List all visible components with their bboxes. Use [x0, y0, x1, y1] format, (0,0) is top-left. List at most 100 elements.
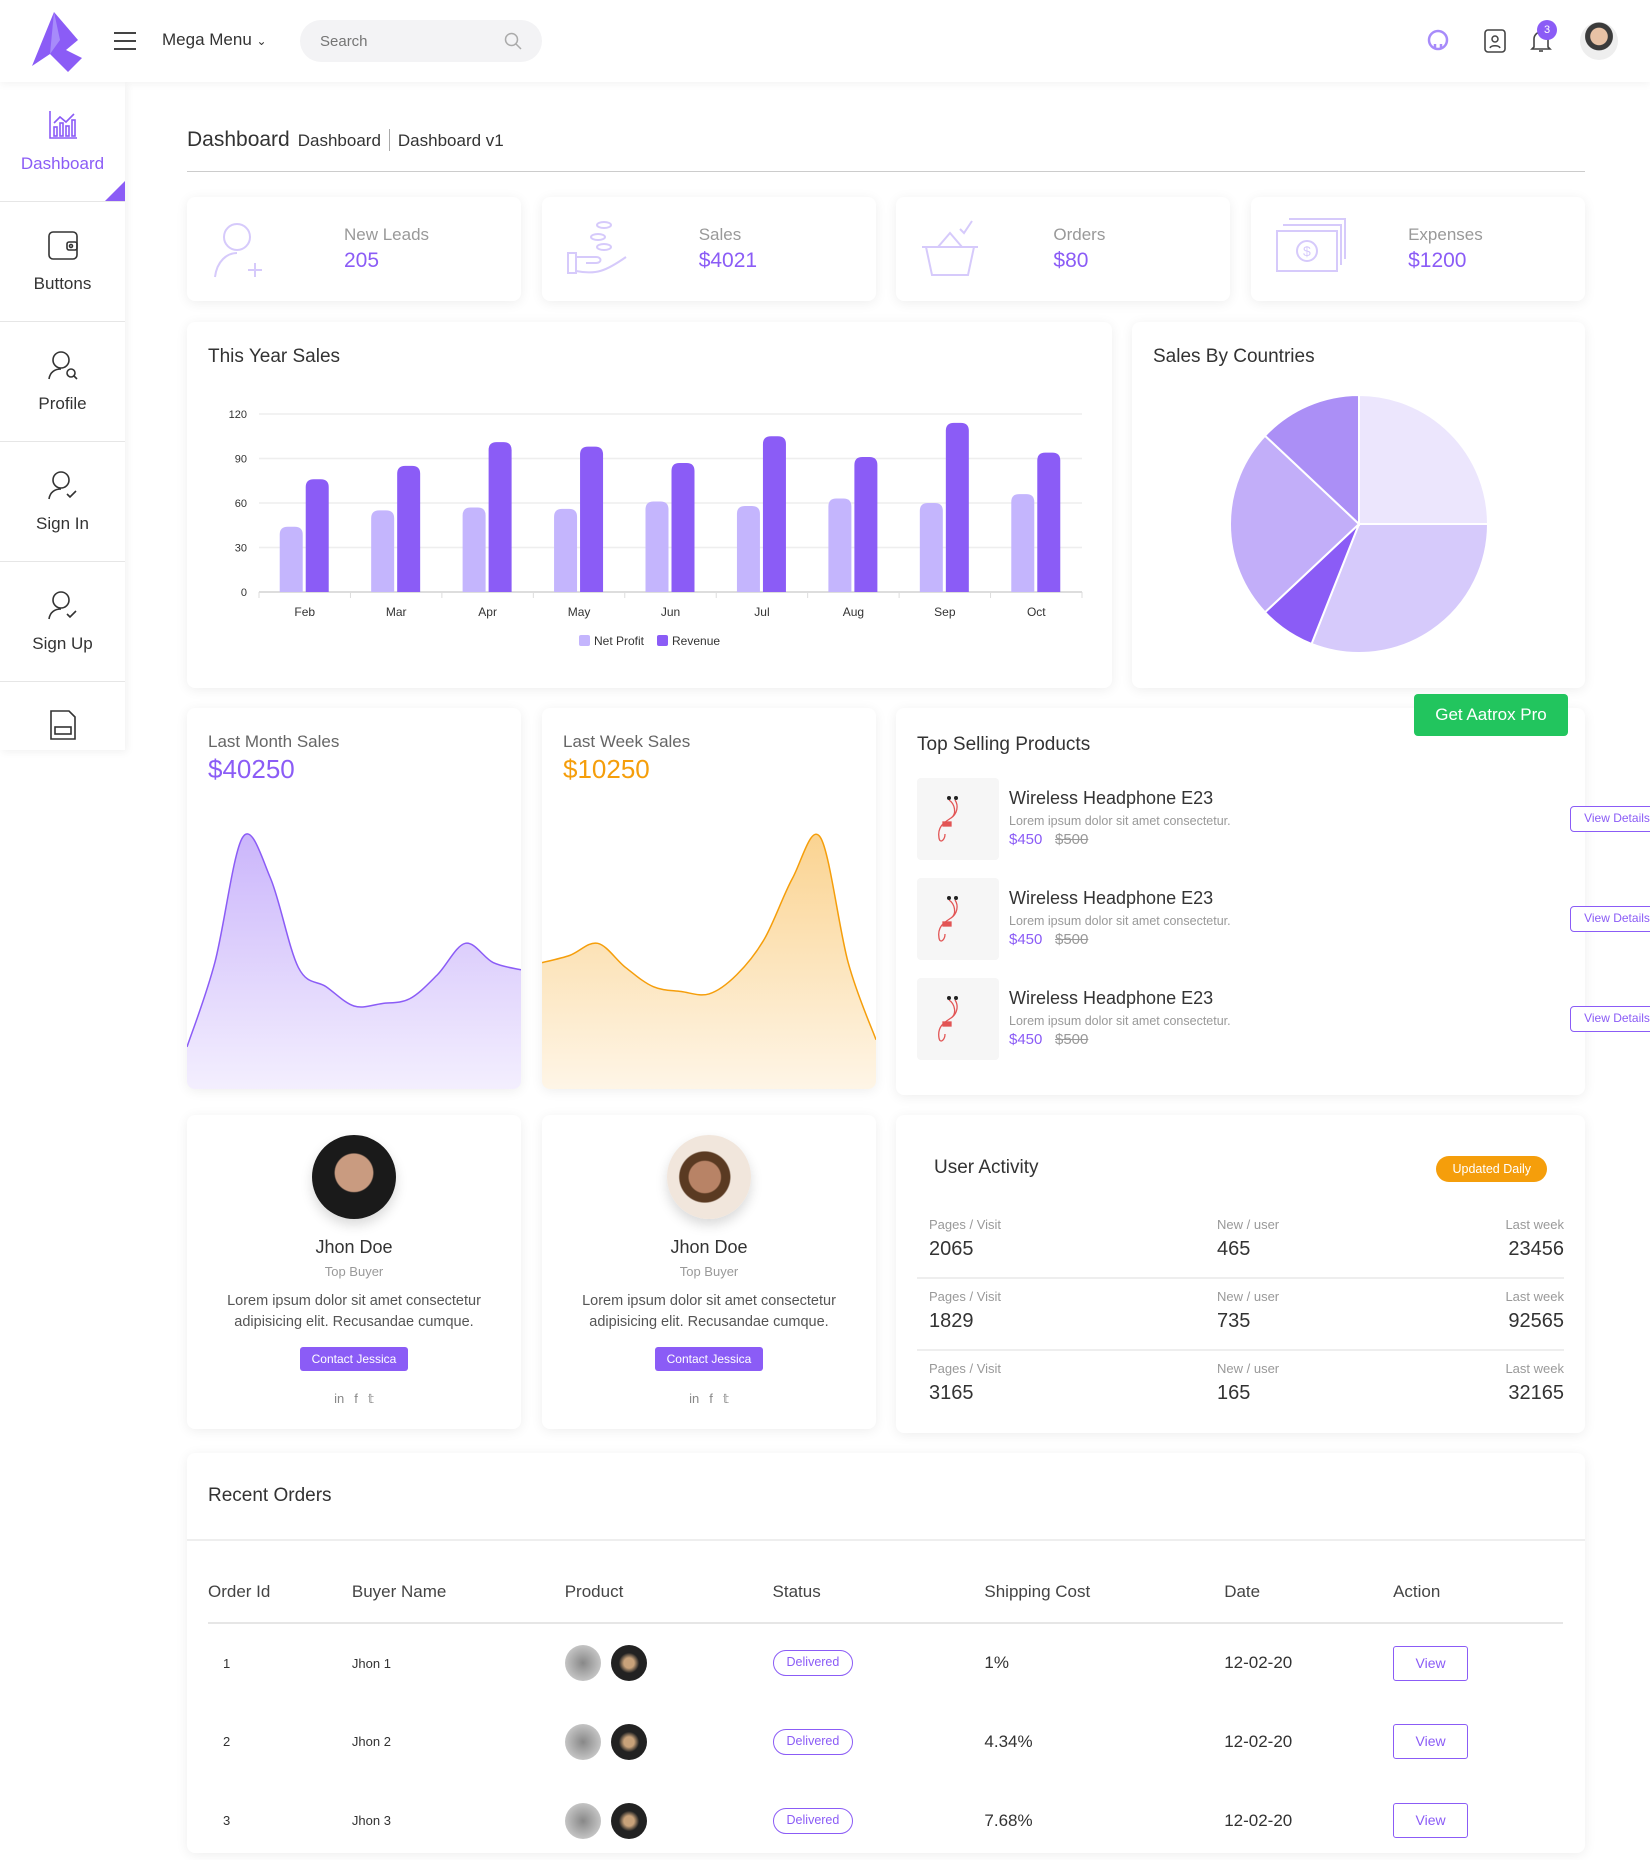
search-input[interactable]	[320, 32, 490, 50]
product-description: Lorem ipsum dolor sit amet consectetur.	[1009, 1014, 1231, 1028]
product-name[interactable]: Wireless Headphone E23	[1009, 888, 1214, 908]
buyer-description: Lorem ipsum dolor sit amet consectetur a…	[582, 1293, 836, 1330]
product-name[interactable]: Wireless Headphone E23	[1009, 988, 1214, 1008]
table-row: 2 Jhon 2 Delivered 4.34% 12-02-20 View	[208, 1702, 1563, 1781]
sidebar-item-sign-in[interactable]: Sign In	[0, 442, 125, 562]
recent-orders-card: Recent Orders Order Id Buyer Name Product S…	[187, 1453, 1585, 1853]
stat-value: $4021	[698, 249, 758, 272]
product-name[interactable]: Wireless Headphone E23	[1009, 788, 1214, 808]
view-details-button[interactable]: View Details	[1570, 906, 1650, 932]
product-price: $450	[1009, 931, 1043, 948]
buyer-name: Jhon Doe	[315, 1237, 393, 1257]
sidebar: Dashboard Buttons Profile Sign In Sign Up	[0, 82, 125, 750]
y-tick-label: 90	[235, 454, 247, 466]
top-header: Mega Menu ⌄ 3	[0, 0, 1650, 82]
contact-button[interactable]: Contact Jessica	[299, 1347, 409, 1371]
x-tick-label: Feb	[294, 605, 315, 619]
area-chart	[187, 833, 521, 1089]
mega-menu-dropdown[interactable]: Mega Menu ⌄	[162, 30, 267, 49]
buyer-profile-card: Jhon Doe Top Buyer Lorem ipsum dolor sit a…	[542, 1115, 876, 1429]
view-details-button[interactable]: View Details	[1570, 1006, 1650, 1032]
y-tick-label: 0	[241, 587, 247, 599]
sidebar-item-docs[interactable]	[0, 682, 125, 750]
product-thumbnail	[610, 1645, 647, 1681]
product-item: Wireless Headphone E23 Lorem ipsum dolor …	[917, 778, 1650, 862]
new-user-label: New / user	[1217, 1289, 1280, 1304]
y-tick-label: 30	[235, 543, 247, 555]
last-week-value: 92565	[1508, 1310, 1564, 1332]
bar-revenue	[762, 436, 786, 592]
new-user-value: 165	[1217, 1382, 1251, 1404]
updated-daily-badge: Updated Daily	[1436, 1156, 1547, 1182]
last-week-label: Last week	[1505, 1289, 1564, 1304]
last-week-value: 32165	[1508, 1382, 1564, 1404]
view-order-button[interactable]: View	[1393, 1645, 1469, 1681]
get-pro-button[interactable]: Get Aatrox Pro	[1414, 694, 1568, 736]
product-thumbnail	[564, 1723, 601, 1760]
pages-value: 1829	[929, 1310, 974, 1332]
user-avatar[interactable]	[1580, 22, 1618, 60]
x-tick-label: Aug	[843, 605, 864, 619]
buyer-role: Top Buyer	[679, 1264, 739, 1279]
area-fill	[187, 833, 521, 1089]
sidebar-item-sign-up[interactable]: Sign Up	[0, 562, 125, 682]
page-title: Dashboard	[187, 128, 290, 151]
y-tick-label: 120	[229, 409, 247, 421]
top-selling-products-card: Top Selling Products Wireless Headphone …	[896, 708, 1650, 1095]
bar-net-profit	[554, 508, 578, 592]
view-order-button[interactable]: View	[1393, 1803, 1469, 1838]
column-header: Action	[1393, 1561, 1563, 1624]
x-tick-label: May	[568, 605, 591, 619]
stat-label: Orders	[1053, 225, 1106, 244]
stat-value: $80	[1053, 249, 1089, 272]
contact-button[interactable]: Contact Jessica	[654, 1347, 764, 1371]
order-id: 2	[223, 1734, 231, 1749]
legend-label: Revenue	[672, 634, 720, 648]
card-title: Sales By Countries	[1153, 346, 1315, 367]
facebook-icon[interactable]: f	[354, 1391, 358, 1406]
search-icon[interactable]	[504, 32, 522, 50]
stat-label: Sales	[698, 225, 742, 244]
column-header: Shipping Cost	[984, 1561, 1225, 1624]
bar-chart: 0 30 60 90 120 Feb Mar Apr May Jun Jul Aug Sep Oct Net…	[229, 409, 1083, 648]
sidebar-item-profile[interactable]: Profile	[0, 322, 125, 442]
view-details-button[interactable]: View Details	[1570, 806, 1650, 832]
order-id: 1	[223, 1655, 231, 1671]
legend-label: Net Profit	[594, 634, 645, 648]
breadcrumb: Dashboard Dashboard Dashboard v1	[187, 128, 504, 152]
linkedin-icon[interactable]: in	[689, 1391, 700, 1406]
last-month-sales-card: Last Month Sales $40250	[187, 708, 521, 1089]
facebook-icon[interactable]: f	[709, 1391, 713, 1406]
product-old-price: $500	[1055, 831, 1089, 848]
twitter-icon[interactable]: 𝕥	[367, 1391, 374, 1406]
new-user-label: New / user	[1217, 1361, 1280, 1376]
linkedin-icon[interactable]: in	[334, 1391, 345, 1406]
card-title: Recent Orders	[208, 1485, 332, 1506]
twitter-icon[interactable]: 𝕥	[722, 1391, 729, 1406]
last-week-label: Last week	[1505, 1217, 1564, 1232]
logo[interactable]	[28, 10, 86, 72]
stat-card-expenses: $ Expenses $1200	[1251, 197, 1586, 301]
avatar	[312, 1135, 396, 1219]
product-price: $450	[1009, 831, 1043, 848]
sidebar-item-label: Dashboard	[20, 154, 105, 173]
sidebar-item-buttons[interactable]: Buttons	[0, 202, 125, 322]
card-title: User Activity	[934, 1157, 1039, 1178]
stat-label: Expenses	[1408, 225, 1483, 244]
view-order-button[interactable]: View	[1393, 1724, 1469, 1759]
github-icon[interactable]	[1426, 28, 1450, 52]
chevron-down-icon: ⌄	[256, 34, 267, 48]
bar-revenue	[671, 462, 695, 592]
contact-card-icon[interactable]	[1483, 28, 1507, 54]
menu-toggle-icon[interactable]	[114, 32, 136, 50]
wallet-icon	[47, 229, 79, 266]
user-check-icon	[47, 469, 79, 506]
product-description: Lorem ipsum dolor sit amet consectetur.	[1009, 814, 1231, 828]
last-week-value: 23456	[1508, 1238, 1564, 1260]
legend-swatch	[579, 635, 590, 646]
sidebar-item-dashboard[interactable]: Dashboard	[0, 82, 125, 202]
avatar	[667, 1135, 751, 1219]
breadcrumb-item[interactable]: Dashboard	[297, 131, 381, 150]
x-tick-label: Sep	[934, 605, 956, 619]
bar-revenue	[854, 457, 878, 592]
